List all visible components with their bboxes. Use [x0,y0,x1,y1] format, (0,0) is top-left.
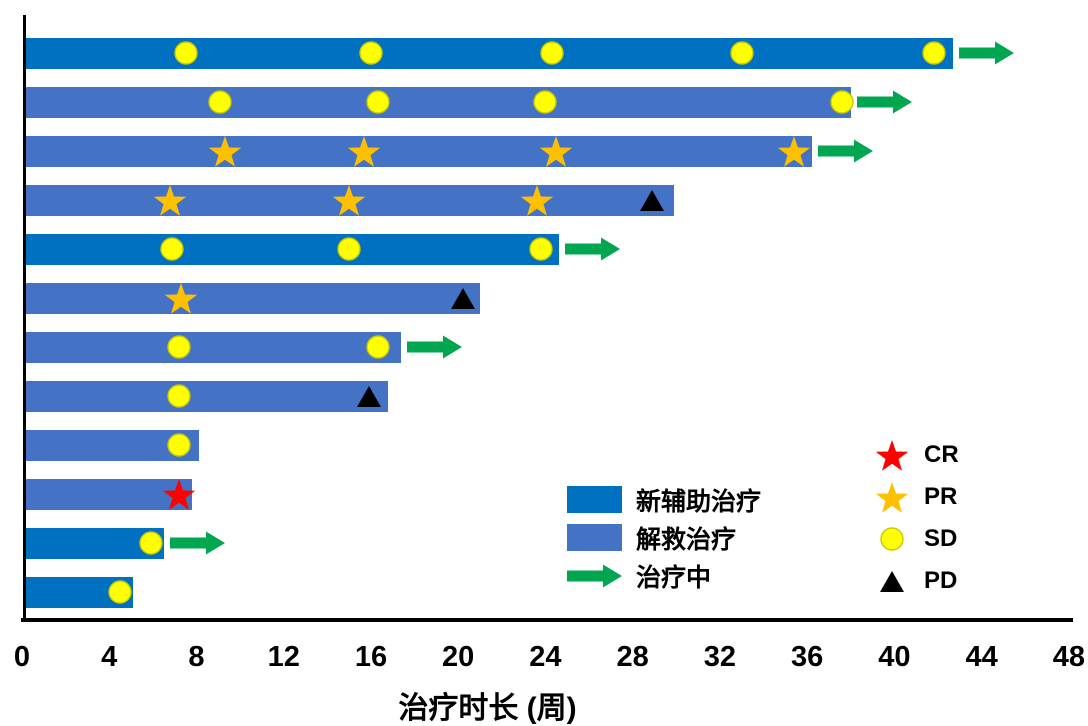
x-tick-label: 0 [13,641,31,673]
pr-star-icon [777,135,811,168]
pr-star-icon [347,135,381,168]
sd-circle-icon [872,527,912,551]
legend-response: CR PR SD PD [872,438,959,598]
legend-label-salvage: 解救治疗 [636,525,737,554]
x-tick-label: 40 [878,641,911,673]
sd-circle-icon [540,41,564,65]
pr-star-icon [539,135,573,168]
pr-star-icon [153,184,187,217]
x-tick-label: 12 [267,641,300,673]
x-tick-label: 48 [1052,641,1086,673]
legend-item-salvage: 解救治疗 [567,524,761,554]
neoadjuvant-color-swatch [567,486,622,513]
legend-label-ongoing: 治疗中 [636,563,712,592]
x-tick-label: 8 [188,641,205,673]
treatment-bar-salvage [26,86,851,118]
sd-circle-icon [208,90,233,114]
sd-circle-icon [108,580,132,604]
sd-circle-icon [138,531,163,555]
sd-circle-icon [167,335,191,359]
pr-star-icon [872,481,912,514]
sd-circle-icon [533,90,558,114]
pr-star-icon [332,184,366,217]
ongoing-arrow-icon [407,335,463,359]
legend-item-neoadjuvant: 新辅助治疗 [567,486,761,516]
treatment-bar-neoadjuvant [26,37,954,69]
treatment-bar-salvage [26,478,193,510]
legend-label-pr: PR [924,483,958,510]
legend-label-pd: PD [924,567,958,594]
pr-star-icon [208,135,242,168]
legend-treatment: 新辅助治疗 解救治疗 治疗中 [567,486,761,592]
ongoing-arrow-icon [564,237,620,261]
treatment-bar-salvage [26,135,812,167]
sd-circle-icon [921,41,946,65]
x-tick-label: 4 [101,641,118,673]
ongoing-arrow-icon [817,139,873,163]
ongoing-arrow-icon [169,531,225,555]
legend-item-cr: CR [872,438,959,472]
y-axis-line [23,15,26,620]
legend-item-sd: SD [872,522,959,556]
sd-circle-icon [359,41,383,65]
x-tick-label: 16 [354,641,388,673]
ongoing-arrow-icon [959,41,1015,65]
cr-star-icon [872,439,912,472]
ongoing-arrow-icon [856,90,912,114]
sd-circle-icon [730,41,754,65]
sd-circle-icon [365,90,390,114]
x-tick-label: 36 [791,641,824,673]
treatment-bar-salvage [26,331,402,363]
pd-triangle-icon [640,189,665,211]
pd-triangle-icon [450,287,475,309]
legend-item-pd: PD [872,564,959,598]
pr-star-icon [520,184,554,217]
pr-star-icon [164,282,198,315]
sd-circle-icon [160,237,185,261]
x-axis-line [21,618,1073,622]
treatment-bar-salvage [26,380,389,412]
sd-circle-icon [167,433,191,457]
cr-star-icon [162,478,196,511]
pd-triangle-icon [872,570,912,592]
legend-label-sd: SD [924,525,958,552]
sd-circle-icon [529,237,553,261]
ongoing-arrow-icon [567,562,622,589]
x-tick-label: 32 [703,641,737,673]
x-tick-label: 20 [442,641,475,673]
sd-circle-icon [830,90,854,114]
x-tick-label: 24 [529,641,562,673]
sd-circle-icon [167,384,191,408]
x-tick-label: 44 [965,641,998,673]
legend-item-pr: PR [872,480,959,514]
legend-item-ongoing: 治疗中 [567,562,761,592]
sd-circle-icon [337,237,361,261]
sd-circle-icon [365,335,390,359]
treatment-bar-neoadjuvant [26,233,559,265]
legend-label-neoadjuvant: 新辅助治疗 [636,487,762,516]
sd-circle-icon [173,41,198,65]
salvage-color-swatch [567,524,622,551]
x-axis-title: 治疗时长 (周) [398,692,577,725]
pd-triangle-icon [356,385,381,407]
treatment-bar-salvage [26,282,480,314]
legend-label-cr: CR [924,441,959,468]
x-tick-label: 28 [616,641,649,673]
